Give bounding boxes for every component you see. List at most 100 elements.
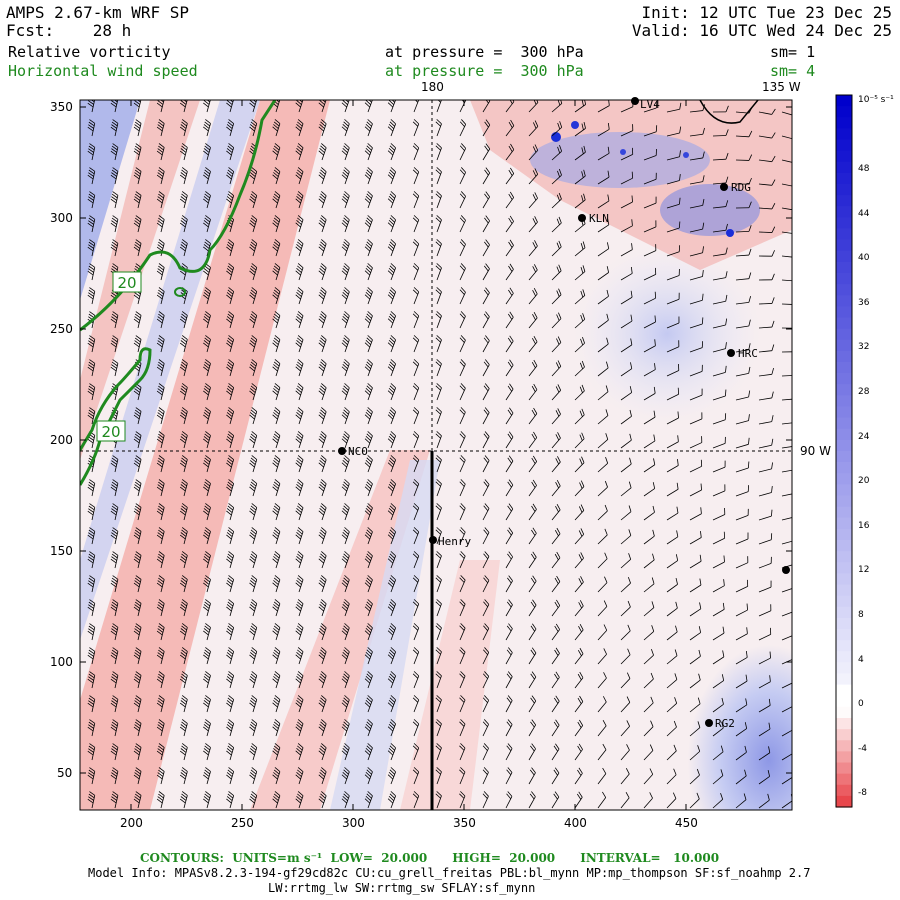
wind-barb — [203, 287, 211, 305]
colorbar-swatch — [836, 695, 852, 708]
wind-barb — [203, 671, 211, 689]
wind-barb — [459, 575, 466, 593]
wind-barb — [735, 627, 748, 641]
wind-barb — [459, 791, 466, 809]
wind-barb — [666, 126, 682, 137]
wind-barb — [482, 647, 490, 665]
wind-barb — [295, 527, 304, 545]
wind-barb — [318, 335, 327, 353]
wind-barb — [620, 696, 631, 713]
wind-barb — [226, 287, 235, 305]
wind-barb — [712, 271, 728, 281]
wind-barb — [203, 719, 211, 737]
colorbar-swatch — [836, 673, 852, 686]
wind-barb — [574, 767, 583, 785]
wind-barb — [412, 167, 420, 185]
wind-barb — [295, 503, 304, 521]
wind-barb — [87, 671, 96, 689]
colorbar-swatch — [836, 473, 852, 485]
wind-barb — [87, 767, 96, 785]
wind-barb — [781, 135, 792, 140]
wind-barb — [758, 273, 775, 281]
colorbar-swatch — [836, 250, 852, 263]
wind-barb — [364, 743, 373, 761]
wind-barb — [249, 287, 258, 305]
wind-barb — [781, 279, 792, 282]
wind-barb — [643, 339, 656, 353]
wind-barb — [272, 623, 281, 641]
wind-barb — [597, 791, 607, 809]
wind-barb — [758, 415, 774, 425]
wind-barb — [505, 527, 514, 545]
wind-barb — [597, 146, 610, 161]
wind-barb — [459, 191, 466, 209]
field2-name: Horizontal wind speed — [8, 62, 198, 80]
wind-barb — [435, 599, 442, 617]
wind-barb — [620, 720, 630, 737]
wind-barb — [666, 173, 681, 185]
field1-name: Relative vorticity — [8, 43, 171, 61]
wind-barb — [482, 791, 489, 809]
wind-barb — [179, 599, 188, 617]
wind-barb — [574, 336, 585, 353]
wind-barb — [387, 479, 396, 497]
wind-barb — [482, 527, 490, 545]
wind-barb — [295, 791, 304, 809]
wind-barb — [318, 551, 327, 569]
wind-barb — [272, 335, 281, 353]
wind-barb — [387, 431, 396, 449]
x-tick-300: 300 — [342, 816, 365, 830]
wind-barb — [482, 191, 490, 209]
wind-barb — [295, 551, 304, 569]
wind-barb — [574, 169, 586, 185]
wind-barb — [318, 359, 327, 377]
wind-barb — [226, 599, 235, 617]
wind-barb — [482, 719, 489, 737]
wind-barb — [505, 791, 513, 809]
wind-barb — [482, 671, 490, 689]
wind-barb — [459, 455, 466, 473]
wind-barb — [551, 192, 562, 209]
wind-barb — [482, 767, 489, 785]
wind-barb — [318, 743, 327, 761]
wind-barb — [435, 695, 442, 713]
wind-barb — [133, 215, 142, 233]
wind-barb — [341, 263, 350, 281]
wind-barb — [551, 719, 560, 737]
wind-barb — [574, 743, 583, 761]
model-info-2: LW:rrtmg_lw SW:rrtmg_sw SFLAY:sf_mynn — [268, 881, 536, 895]
wind-barb — [110, 479, 119, 497]
wind-barb — [133, 623, 142, 641]
wind-barb — [597, 719, 607, 737]
wind-barb — [620, 338, 633, 353]
wind-barb — [203, 383, 211, 401]
colorbar-swatch — [836, 640, 852, 652]
y-tick-50: 50 — [57, 766, 73, 780]
station-nco-label: NCO — [348, 445, 368, 458]
wind-barb — [620, 433, 632, 449]
wind-barb — [758, 604, 772, 617]
wind-barb — [666, 292, 680, 305]
colorbar-swatch — [836, 740, 852, 752]
station-lv4-label: LV4 — [640, 98, 660, 111]
wind-barb — [341, 479, 350, 497]
wind-barb — [735, 414, 750, 425]
wind-barb — [341, 143, 350, 161]
wind-barb — [643, 672, 654, 689]
wind-barb — [735, 579, 749, 593]
colorbar-swatch — [836, 284, 852, 296]
wind-barb — [528, 695, 537, 713]
wind-barb — [87, 119, 96, 137]
wind-barb — [341, 191, 350, 209]
wind-barb — [597, 433, 609, 449]
wind-barb — [226, 575, 235, 593]
station-rdg-label: RDG — [731, 181, 751, 194]
wind-barb — [528, 719, 537, 737]
wind-barb — [133, 791, 142, 809]
wind-barb — [87, 743, 96, 761]
wind-barb — [318, 791, 327, 809]
wind-barb — [735, 295, 752, 305]
wind-barb — [597, 743, 607, 761]
wind-barb — [179, 359, 188, 377]
wind-barb — [156, 599, 165, 617]
